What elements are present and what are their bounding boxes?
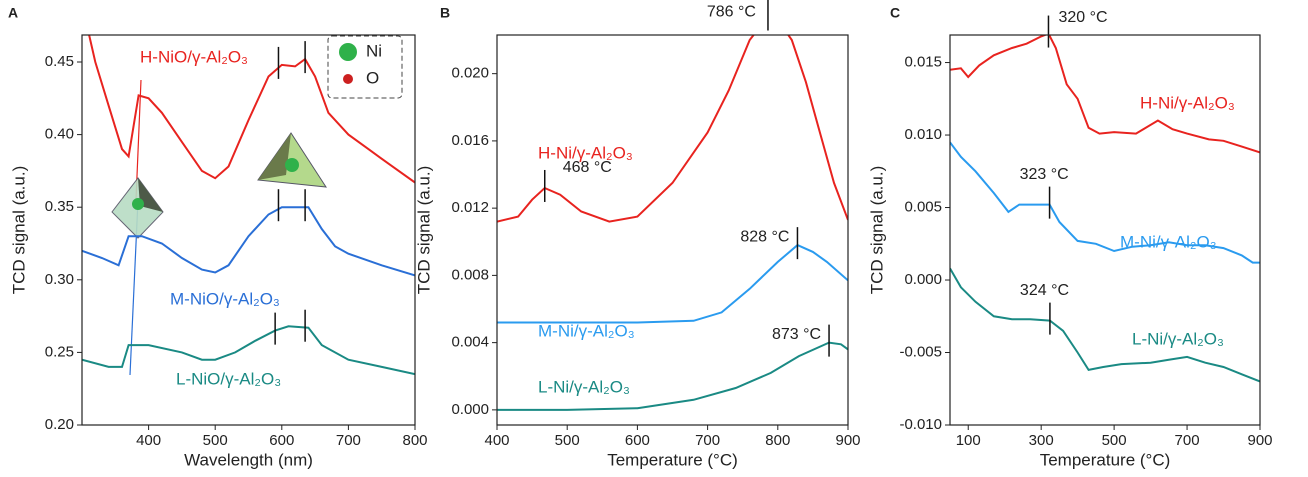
y-tick-label: 0.008 <box>451 266 489 283</box>
plot-frame <box>949 34 1261 426</box>
series-line <box>950 267 1260 383</box>
ni-atom <box>132 198 144 210</box>
x-tick-label: 700 <box>695 432 720 449</box>
peak-label: 786 °C <box>707 4 756 21</box>
y-tick-label: 0.35 <box>45 198 74 215</box>
legend-atom <box>339 43 357 61</box>
y-tick-label: 0.20 <box>45 416 74 433</box>
series-line <box>82 206 415 277</box>
x-axis-title: Wavelength (nm) <box>184 450 313 469</box>
x-tick-label: 700 <box>336 432 361 449</box>
y-tick-label: 0.020 <box>451 65 489 82</box>
y-tick-label: -0.005 <box>899 343 942 360</box>
series-label: H-Ni/γ-Al₂O₃ <box>1140 93 1235 112</box>
x-tick-label: 900 <box>835 432 860 449</box>
x-tick-label: 900 <box>1247 432 1272 449</box>
series-line <box>497 341 848 411</box>
y-axis-title: TCD signal (a.u.) <box>9 166 28 294</box>
series-label: M-NiO/γ-Al₂O₃ <box>170 289 280 308</box>
x-tick-label: 800 <box>765 432 790 449</box>
octahedron-face <box>138 178 163 212</box>
peak-label: 873 °C <box>772 326 821 343</box>
series-label: M-Ni/γ-Al₂O₃ <box>538 321 635 340</box>
y-tick-label: 0.30 <box>45 271 74 288</box>
peak-label: 320 °C <box>1058 9 1107 26</box>
series-label: H-NiO/γ-Al₂O₃ <box>140 47 248 66</box>
x-tick-label: 500 <box>555 432 580 449</box>
y-tick-label: 0.40 <box>45 126 74 143</box>
legend-label: Ni <box>366 41 382 60</box>
x-tick-label: 800 <box>402 432 427 449</box>
x-axis-title: Temperature (°C) <box>607 450 738 469</box>
x-tick-label: 500 <box>1102 432 1127 449</box>
legend-label: O <box>366 68 379 87</box>
series-line <box>950 35 1260 154</box>
y-tick-label: 0.015 <box>904 54 942 71</box>
peak-label: 323 °C <box>1020 166 1069 183</box>
y-tick-label: -0.010 <box>899 416 942 433</box>
series-line <box>88 35 415 184</box>
series-label: M-Ni/γ-Al₂O₃ <box>1120 232 1217 251</box>
legend-atom <box>343 74 353 84</box>
series-label: H-Ni/γ-Al₂O₃ <box>538 143 633 162</box>
panel-label: A <box>8 5 18 21</box>
x-tick-label: 500 <box>203 432 228 449</box>
series-label: L-Ni/γ-Al₂O₃ <box>538 377 630 396</box>
decoration <box>111 79 327 376</box>
y-axis-title: TCD signal (a.u.) <box>867 166 886 294</box>
series-label: L-Ni/γ-Al₂O₃ <box>1132 329 1224 348</box>
plot-frame <box>496 34 849 426</box>
x-tick-label: 600 <box>269 432 294 449</box>
y-tick-label: 0.25 <box>45 343 74 360</box>
tetrahedron-face <box>258 133 291 180</box>
x-tick-label: 400 <box>136 432 161 449</box>
y-tick-label: 0.012 <box>451 199 489 216</box>
inset-legend-box <box>327 35 403 99</box>
peak-label: 468 °C <box>563 159 612 176</box>
y-tick-label: 0.005 <box>904 198 942 215</box>
y-tick-label: 0.010 <box>904 126 942 143</box>
panel-label: C <box>890 5 900 21</box>
series-line <box>950 141 1260 264</box>
panel: B 400 500 600 700 800 900 0.000 0.004 0.008 0.012 0… <box>414 0 861 469</box>
ni-atom <box>285 158 299 172</box>
series-line <box>82 325 415 376</box>
peak-label: 828 °C <box>740 228 789 245</box>
y-tick-label: 0.004 <box>451 334 489 351</box>
y-axis-title: TCD signal (a.u.) <box>414 166 433 294</box>
x-tick-label: 700 <box>1175 432 1200 449</box>
panel: A 400 500 600 700 800 0.20 0.25 0.30 0.35 0.40 0.45… <box>8 5 428 470</box>
y-tick-label: 0.000 <box>451 401 489 418</box>
series-label: L-NiO/γ-Al₂O₃ <box>176 369 281 388</box>
x-tick-label: 400 <box>484 432 509 449</box>
series-line <box>497 35 848 223</box>
x-tick-label: 600 <box>625 432 650 449</box>
x-tick-label: 300 <box>1029 432 1054 449</box>
y-tick-label: 0.016 <box>451 132 489 149</box>
series-line <box>497 243 848 324</box>
peak-label: 324 °C <box>1020 282 1069 299</box>
y-tick-label: 0.000 <box>904 271 942 288</box>
x-axis-title: Temperature (°C) <box>1040 450 1171 469</box>
y-tick-label: 0.45 <box>45 53 74 70</box>
plot-frame <box>81 34 416 426</box>
x-tick-label: 100 <box>956 432 981 449</box>
panel: C 100 300 500 700 900 -0.010 -0.005 0.000 0.005 0.… <box>867 5 1272 470</box>
panel-label: B <box>440 5 450 21</box>
